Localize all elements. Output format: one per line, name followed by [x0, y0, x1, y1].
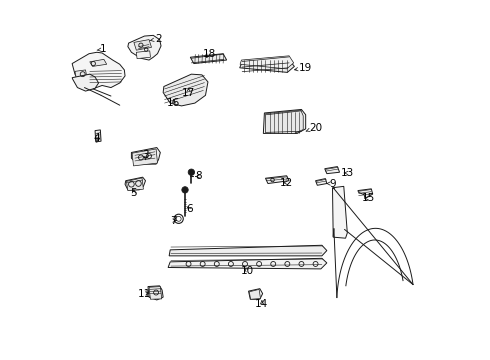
Text: 6: 6: [186, 204, 193, 214]
Text: 10: 10: [241, 266, 254, 276]
Polygon shape: [128, 35, 161, 60]
Text: 17: 17: [182, 87, 195, 98]
Polygon shape: [132, 149, 157, 166]
Polygon shape: [190, 54, 227, 64]
Polygon shape: [358, 189, 373, 198]
Polygon shape: [72, 52, 125, 89]
Circle shape: [188, 169, 195, 175]
Polygon shape: [90, 59, 107, 66]
Polygon shape: [149, 287, 162, 299]
Text: 8: 8: [195, 171, 202, 181]
Circle shape: [182, 187, 188, 193]
Polygon shape: [263, 109, 306, 134]
Polygon shape: [168, 258, 327, 269]
Polygon shape: [75, 70, 87, 78]
Polygon shape: [266, 110, 303, 134]
Text: 3: 3: [142, 150, 149, 160]
Text: 13: 13: [341, 168, 354, 178]
Text: 19: 19: [294, 63, 312, 73]
Text: 20: 20: [306, 123, 322, 133]
Polygon shape: [325, 167, 340, 174]
Text: 1: 1: [97, 45, 106, 54]
Text: 16: 16: [167, 98, 180, 108]
Polygon shape: [266, 176, 289, 184]
Text: 14: 14: [255, 299, 269, 309]
Polygon shape: [240, 60, 294, 72]
Text: 12: 12: [280, 178, 293, 188]
Polygon shape: [126, 178, 144, 190]
Text: 5: 5: [130, 188, 137, 198]
Polygon shape: [148, 286, 163, 300]
Polygon shape: [95, 130, 101, 142]
Polygon shape: [131, 148, 160, 164]
Text: 15: 15: [362, 193, 375, 203]
Polygon shape: [169, 245, 327, 256]
Text: 9: 9: [326, 179, 336, 189]
Text: 4: 4: [94, 133, 100, 143]
Polygon shape: [249, 289, 261, 299]
Polygon shape: [166, 92, 183, 100]
Text: 18: 18: [202, 49, 216, 59]
Polygon shape: [181, 77, 198, 99]
Polygon shape: [134, 40, 151, 50]
Polygon shape: [163, 74, 208, 106]
Polygon shape: [333, 186, 347, 238]
Polygon shape: [316, 179, 327, 185]
Polygon shape: [136, 51, 150, 59]
Polygon shape: [240, 56, 294, 69]
Text: 7: 7: [171, 216, 177, 226]
Polygon shape: [72, 74, 98, 91]
Text: 11: 11: [138, 289, 151, 298]
Text: 2: 2: [150, 34, 162, 44]
Polygon shape: [125, 177, 146, 190]
Polygon shape: [248, 289, 263, 299]
